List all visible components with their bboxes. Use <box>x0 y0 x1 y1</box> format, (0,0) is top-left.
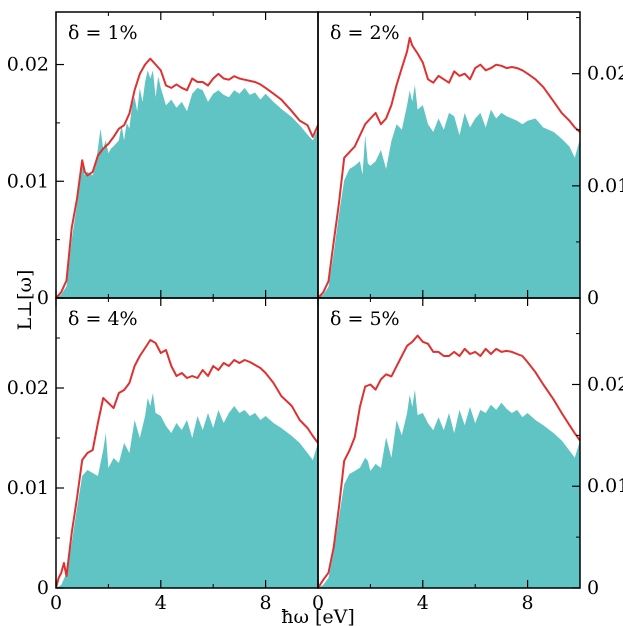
panel-4-ytick-label: 0.02 <box>587 373 623 395</box>
panel-4-xtick-label: 8 <box>522 592 534 614</box>
panel-3-ytick-label: 0.01 <box>7 477 49 499</box>
panel-2-ytick-label: 0.02 <box>587 63 623 85</box>
panel-4-label: δ = 5% <box>330 308 400 330</box>
panel-3-ytick-label: 0 <box>37 577 49 599</box>
panel-1-data <box>56 57 318 298</box>
panel-4-ytick-label: 0 <box>587 577 599 599</box>
panel-4-xtick-label: 0 <box>312 592 324 614</box>
panel-2-data <box>318 36 580 298</box>
panel-3-xtick-label: 0 <box>50 592 62 614</box>
panel-2: 0 0.01 0.02 δ = 2% <box>317 11 623 309</box>
panel-1: 0 0.01 0.02 δ = 1% <box>7 11 319 309</box>
panel-3-data <box>56 339 318 588</box>
panels-group: 0 0.01 0.02 δ = 1% 0 0.01 0.02 δ = 2% 0 4 8 0 0.01 0.… <box>7 11 623 614</box>
panel-3-xtick-label: 8 <box>260 592 272 614</box>
panel-3: 0 4 8 0 0.01 0.02 δ = 4% <box>7 297 319 614</box>
panel-1-ytick-label: 0.02 <box>7 54 49 76</box>
panel-3-area-series <box>56 393 318 588</box>
y-axis-title: L⊥[ω] <box>14 270 36 331</box>
panel-1-ytick-label: 0 <box>37 287 49 309</box>
panel-2-line-series <box>318 36 580 298</box>
panel-2-ytick-label: 0 <box>587 287 599 309</box>
panel-3-line-series <box>56 339 318 588</box>
panel-4-frame <box>317 297 581 589</box>
panel-2-area-series <box>318 84 580 298</box>
panel-4-data <box>318 334 580 588</box>
panel-4-line-series <box>318 334 580 588</box>
panel-4-xtick-label: 4 <box>417 592 429 614</box>
panel-2-label: δ = 2% <box>330 22 400 44</box>
panel-1-area-series <box>56 70 318 298</box>
panel-3-label: δ = 4% <box>68 308 138 330</box>
panel-1-line-series <box>56 57 318 298</box>
panel-2-ytick-label: 0.01 <box>587 175 623 197</box>
panel-1-ytick-label: 0.01 <box>7 170 49 192</box>
panel-3-xtick-label: 4 <box>155 592 167 614</box>
panel-4-ytick-label: 0.01 <box>587 475 623 497</box>
x-axis-title: ħω [eV] <box>281 606 355 626</box>
panel-1-label: δ = 1% <box>68 22 138 44</box>
panel-3-ytick-label: 0.02 <box>7 377 49 399</box>
panel-4: 0 4 8 0 0.01 0.02 δ = 5% <box>312 297 623 614</box>
panel-4-area-series <box>318 389 580 588</box>
